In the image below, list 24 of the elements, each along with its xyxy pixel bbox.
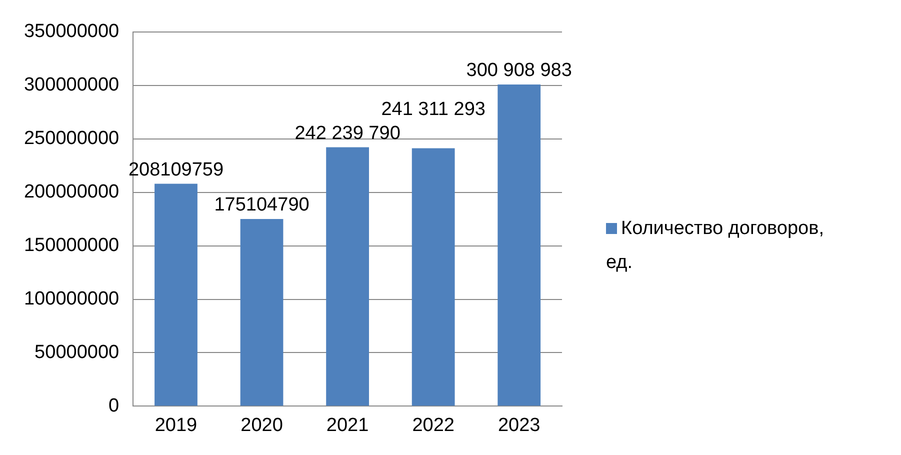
x-tick-label: 2023	[498, 414, 540, 436]
y-tick-label: 50000000	[34, 342, 120, 363]
y-tick-label: 0	[108, 395, 120, 416]
data-label: 300 908 983	[466, 60, 572, 82]
y-tick-label: 150000000	[24, 235, 120, 256]
x-tick-label: 2020	[240, 414, 283, 436]
y-tick-label: 100000000	[24, 288, 120, 310]
bar	[240, 218, 284, 406]
bar	[326, 147, 369, 406]
data-label: 242 239 790	[294, 122, 400, 144]
x-tick-label: 2021	[326, 414, 369, 436]
bar	[154, 184, 198, 406]
y-tick-label: 250000000	[24, 128, 120, 150]
bar	[498, 84, 541, 406]
y-tick-label: 300000000	[24, 74, 120, 96]
bar	[412, 148, 455, 406]
data-label: 241 311 293	[381, 98, 486, 120]
x-tick-label: 2022	[412, 414, 454, 436]
y-tick-label: 200000000	[24, 182, 120, 203]
data-label: 208109759	[128, 159, 224, 180]
y-tick-label: 350000000	[24, 21, 120, 42]
legend-label: Количество договоров, ед.	[606, 217, 825, 275]
x-tick-label: 2019	[154, 414, 198, 436]
data-label: 175104790	[214, 194, 310, 216]
